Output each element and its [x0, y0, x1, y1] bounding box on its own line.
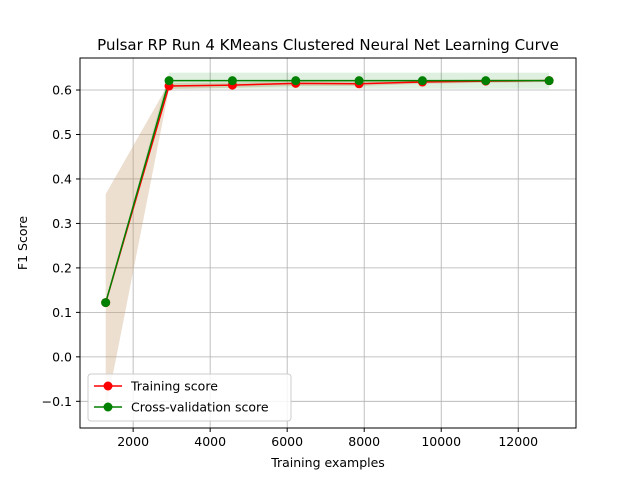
x-axis-ticks: 2000 4000 6000 8000 10000 12000 [117, 428, 538, 449]
legend-label-training: Training score [130, 379, 218, 394]
y-tick-label: 0.3 [52, 216, 72, 231]
y-tick-label: 0.0 [52, 349, 72, 364]
y-tick-label: 0.2 [52, 260, 72, 275]
y-tick-label: 0.4 [52, 171, 72, 186]
point-cross-validation [101, 298, 111, 308]
y-tick-label: −0.1 [42, 394, 72, 409]
line-cross-validation [104, 79, 550, 303]
point-cross-validation [291, 76, 301, 86]
x-tick-label: 4000 [194, 434, 226, 449]
x-tick-label: 10000 [421, 434, 461, 449]
x-tick-label: 6000 [271, 434, 303, 449]
chart-title: Pulsar RP Run 4 KMeans Clustered Neural … [97, 36, 559, 54]
y-tick-label: 0.6 [52, 83, 72, 98]
legend: Training score Cross-validation score [87, 373, 292, 422]
point-cross-validation [417, 76, 427, 86]
plot-frame [79, 57, 577, 429]
point-cross-validation [227, 76, 237, 86]
x-tick-label: 12000 [498, 434, 538, 449]
legend-marker-cross-validation [103, 402, 113, 412]
series-lines [104, 79, 550, 303]
series-markers [101, 76, 554, 308]
point-cross-validation [481, 76, 491, 86]
point-cross-validation [164, 76, 174, 86]
x-tick-label: 2000 [117, 434, 149, 449]
grid [80, 58, 576, 428]
y-axis-label: F1 Score [15, 216, 30, 270]
point-cross-validation [354, 76, 364, 86]
legend-box [87, 373, 292, 422]
y-tick-label: 0.1 [52, 305, 72, 320]
x-tick-label: 8000 [348, 434, 380, 449]
y-axis-ticks: −0.1 0.0 0.1 0.2 0.3 0.4 0.5 0.6 [42, 83, 80, 409]
y-tick-label: 0.5 [52, 127, 72, 142]
legend-label-cross-validation: Cross-validation score [131, 400, 269, 415]
x-axis-label: Training examples [270, 455, 385, 470]
point-cross-validation [544, 76, 554, 86]
legend-marker-training [103, 381, 113, 391]
